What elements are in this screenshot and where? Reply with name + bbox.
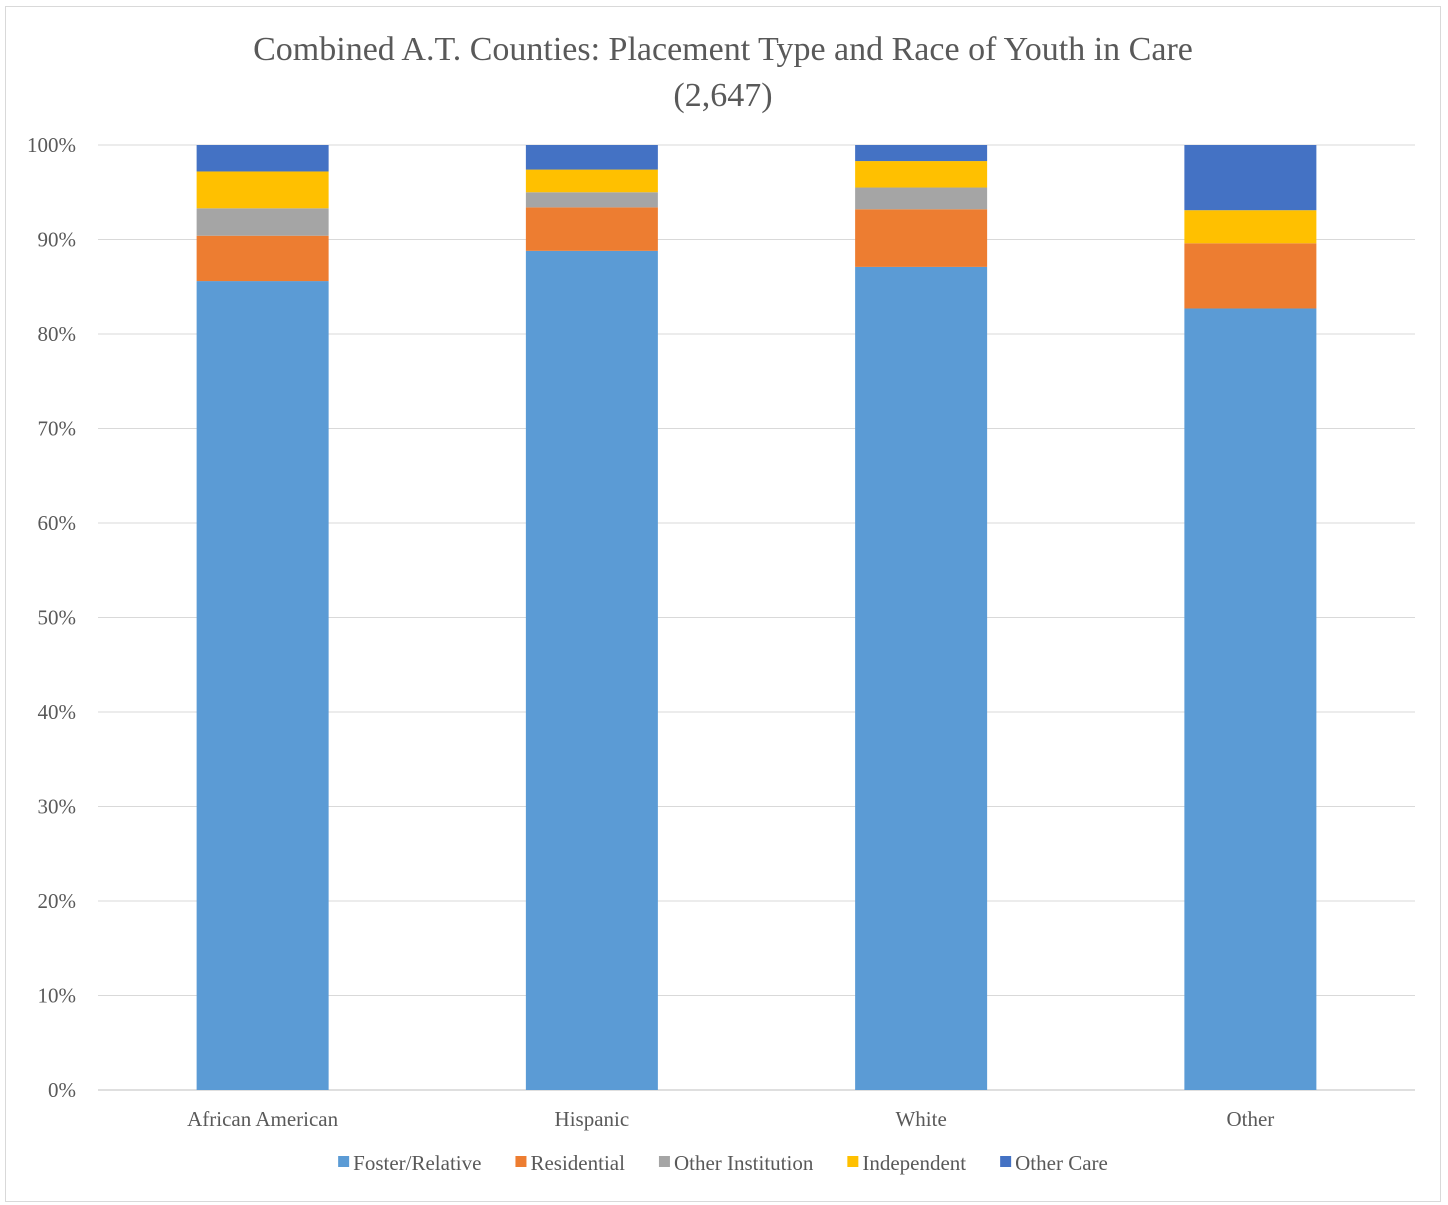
chart-subtitle: (2,647) bbox=[673, 77, 772, 114]
chart-title: Combined A.T. Counties: Placement Type a… bbox=[253, 31, 1193, 68]
legend-swatch bbox=[847, 1156, 859, 1167]
bar-segment bbox=[196, 171, 329, 209]
y-tick-label: 10% bbox=[38, 984, 77, 1008]
legend-item: Residential bbox=[515, 1151, 625, 1175]
bar-segment bbox=[525, 192, 658, 208]
legend-item: Other Institution bbox=[658, 1151, 814, 1175]
bar-segment bbox=[1184, 308, 1317, 1090]
x-category-label: African American bbox=[187, 1107, 339, 1131]
bar-segment bbox=[855, 209, 988, 267]
y-tick-label: 60% bbox=[38, 511, 77, 535]
x-category-label: Other bbox=[1226, 1107, 1274, 1131]
legend-swatch bbox=[338, 1156, 350, 1167]
bar-segment bbox=[855, 187, 988, 210]
y-tick-label: 0% bbox=[48, 1078, 76, 1102]
bar-segment bbox=[525, 145, 658, 170]
bar-segment bbox=[855, 145, 988, 162]
bar-segment bbox=[525, 250, 658, 1091]
legend-item: Independent bbox=[847, 1151, 966, 1175]
y-tick-label: 30% bbox=[38, 795, 77, 819]
bar-segment bbox=[855, 161, 988, 188]
x-category-label: White bbox=[895, 1107, 946, 1131]
y-tick-label: 50% bbox=[38, 606, 77, 630]
y-tick-label: 40% bbox=[38, 700, 77, 724]
bar-segment bbox=[1184, 243, 1317, 309]
legend-label: Independent bbox=[862, 1151, 966, 1175]
y-tick-label: 20% bbox=[38, 889, 77, 913]
y-tick-label: 70% bbox=[38, 417, 77, 441]
bar-segment bbox=[1184, 210, 1317, 244]
legend-label: Other Institution bbox=[674, 1151, 814, 1175]
bar-segment bbox=[855, 266, 988, 1090]
y-tick-label: 90% bbox=[38, 228, 77, 252]
x-category-label: Hispanic bbox=[555, 1107, 630, 1131]
legend-item: Foster/Relative bbox=[338, 1151, 481, 1175]
y-tick-label: 80% bbox=[38, 322, 77, 346]
bar-segment bbox=[1184, 145, 1317, 211]
bar-segment bbox=[525, 207, 658, 251]
bar-segment bbox=[525, 169, 658, 193]
bar-segment bbox=[196, 281, 329, 1091]
legend-label: Foster/Relative bbox=[353, 1151, 481, 1175]
legend-item: Other Care bbox=[1000, 1151, 1108, 1175]
y-tick-label: 100% bbox=[27, 133, 76, 157]
legend-swatch bbox=[1000, 1156, 1012, 1167]
bar-segment bbox=[196, 208, 329, 236]
legend-label: Residential bbox=[530, 1151, 625, 1175]
legend-swatch bbox=[515, 1156, 527, 1167]
bar-segment bbox=[196, 235, 329, 282]
bar-segment bbox=[196, 145, 329, 172]
legend-label: Other Care bbox=[1015, 1151, 1108, 1175]
legend-swatch bbox=[658, 1156, 670, 1167]
